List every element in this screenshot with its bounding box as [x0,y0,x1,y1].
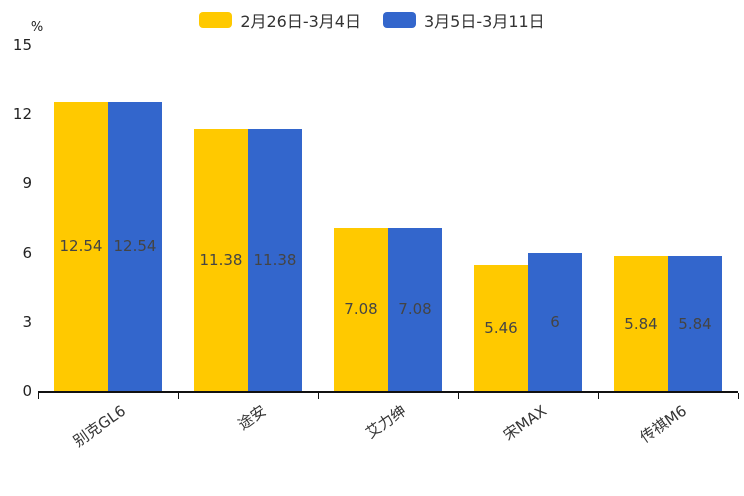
bar-value-label: 7.08 [398,300,432,319]
bar [528,252,582,391]
x-axis-line [38,391,738,393]
x-category-label: 宋MAX [499,401,550,445]
y-tick-label: 6 [22,243,32,262]
x-axis-tick [458,393,459,399]
bar [108,101,162,391]
y-tick-label: 3 [22,312,32,331]
legend-swatch [383,12,416,28]
y-tick-label: 15 [12,36,32,54]
legend-label: 2月26日-3月4日 [240,12,361,31]
x-axis-tick [598,393,599,399]
x-category-label: 别克GL6 [70,401,130,451]
bar [388,227,442,391]
bar [474,265,528,391]
bar-value-label: 5.84 [678,314,712,333]
y-tick-label: 12 [12,105,32,124]
x-category-label: 途安 [234,401,270,434]
x-axis-tick [38,393,39,399]
chart-legend: 2月26日-3月4日 3月5日-3月11日 [0,8,744,32]
bar [334,227,388,391]
x-category-label: 传祺M6 [636,401,690,447]
bar-value-label: 5.84 [624,314,658,333]
x-axis-tick [318,393,319,399]
y-axis-unit-label: % [30,20,44,35]
bar-value-label: 12.54 [113,237,157,256]
y-tick-label: 9 [22,174,32,193]
bar [248,128,302,391]
x-category-label: 艾力绅 [362,401,410,443]
bar-value-label: 12.54 [59,237,103,256]
bar [668,256,722,391]
legend-item[interactable]: 2月26日-3月4日 [199,8,361,32]
legend-label: 3月5日-3月11日 [424,12,545,31]
bar-value-label: 11.38 [199,250,243,269]
legend-item[interactable]: 3月5日-3月11日 [383,8,545,32]
legend-swatch [199,12,233,28]
x-axis-tick [738,393,739,399]
bar-value-label: 6 [550,312,560,331]
x-axis-tick [178,393,179,399]
bar [194,128,248,391]
bar [614,256,668,391]
y-tick-label: 0 [22,382,32,400]
bar-value-label: 5.46 [484,319,518,338]
bar-value-label: 11.38 [253,250,297,269]
bar [54,101,108,391]
bar-value-label: 7.08 [344,300,378,319]
